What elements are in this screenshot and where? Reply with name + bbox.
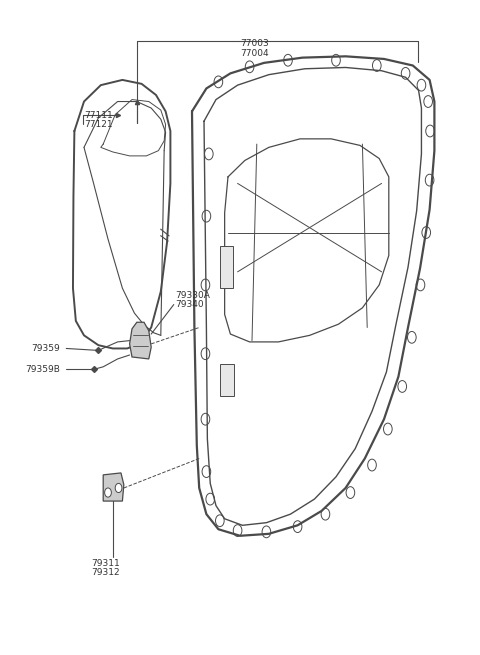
Text: 77111: 77111 — [84, 111, 113, 120]
Circle shape — [115, 483, 122, 493]
Text: 79340: 79340 — [175, 300, 204, 309]
Text: 79311: 79311 — [91, 559, 120, 568]
Text: 79330A: 79330A — [175, 291, 210, 300]
Text: 79359: 79359 — [31, 344, 60, 353]
Text: 77003: 77003 — [240, 39, 269, 48]
Text: 79359B: 79359B — [25, 365, 60, 374]
Text: 79312: 79312 — [91, 568, 120, 577]
Polygon shape — [220, 246, 233, 288]
Text: 77004: 77004 — [240, 48, 269, 58]
Polygon shape — [130, 322, 151, 359]
Polygon shape — [103, 473, 124, 501]
Polygon shape — [220, 364, 234, 396]
Circle shape — [105, 488, 111, 497]
Text: 77121: 77121 — [84, 120, 113, 129]
